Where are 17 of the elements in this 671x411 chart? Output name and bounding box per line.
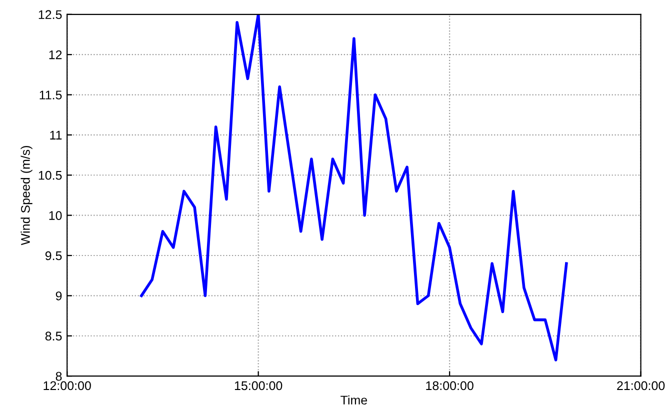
y-tick-label: 11.5	[40, 90, 62, 100]
y-tick-label: 9	[56, 291, 62, 300]
y-tick-label: 8.5	[45, 332, 62, 341]
y-tick-label: 10	[49, 211, 62, 220]
y-tick-label: 10.5	[38, 170, 62, 180]
x-tick-label: 21:00:00	[617, 381, 665, 390]
y-tick-label: 9.5	[45, 251, 62, 260]
x-tick-label: 18:00:00	[426, 381, 474, 390]
line-series	[140, 14, 568, 362]
y-tick-label: 11	[50, 130, 62, 140]
x-tick-label: 15:00:00	[234, 381, 282, 390]
x-axis-title: Time	[340, 395, 368, 405]
y-axis-title: Wind Speed (m/s)	[20, 146, 32, 246]
y-tick-label: 12	[49, 50, 62, 60]
x-tick-label: 12:00:00	[44, 381, 91, 390]
y-tick-label: 8	[56, 372, 62, 381]
y-tick-label: 12.5	[38, 10, 62, 20]
